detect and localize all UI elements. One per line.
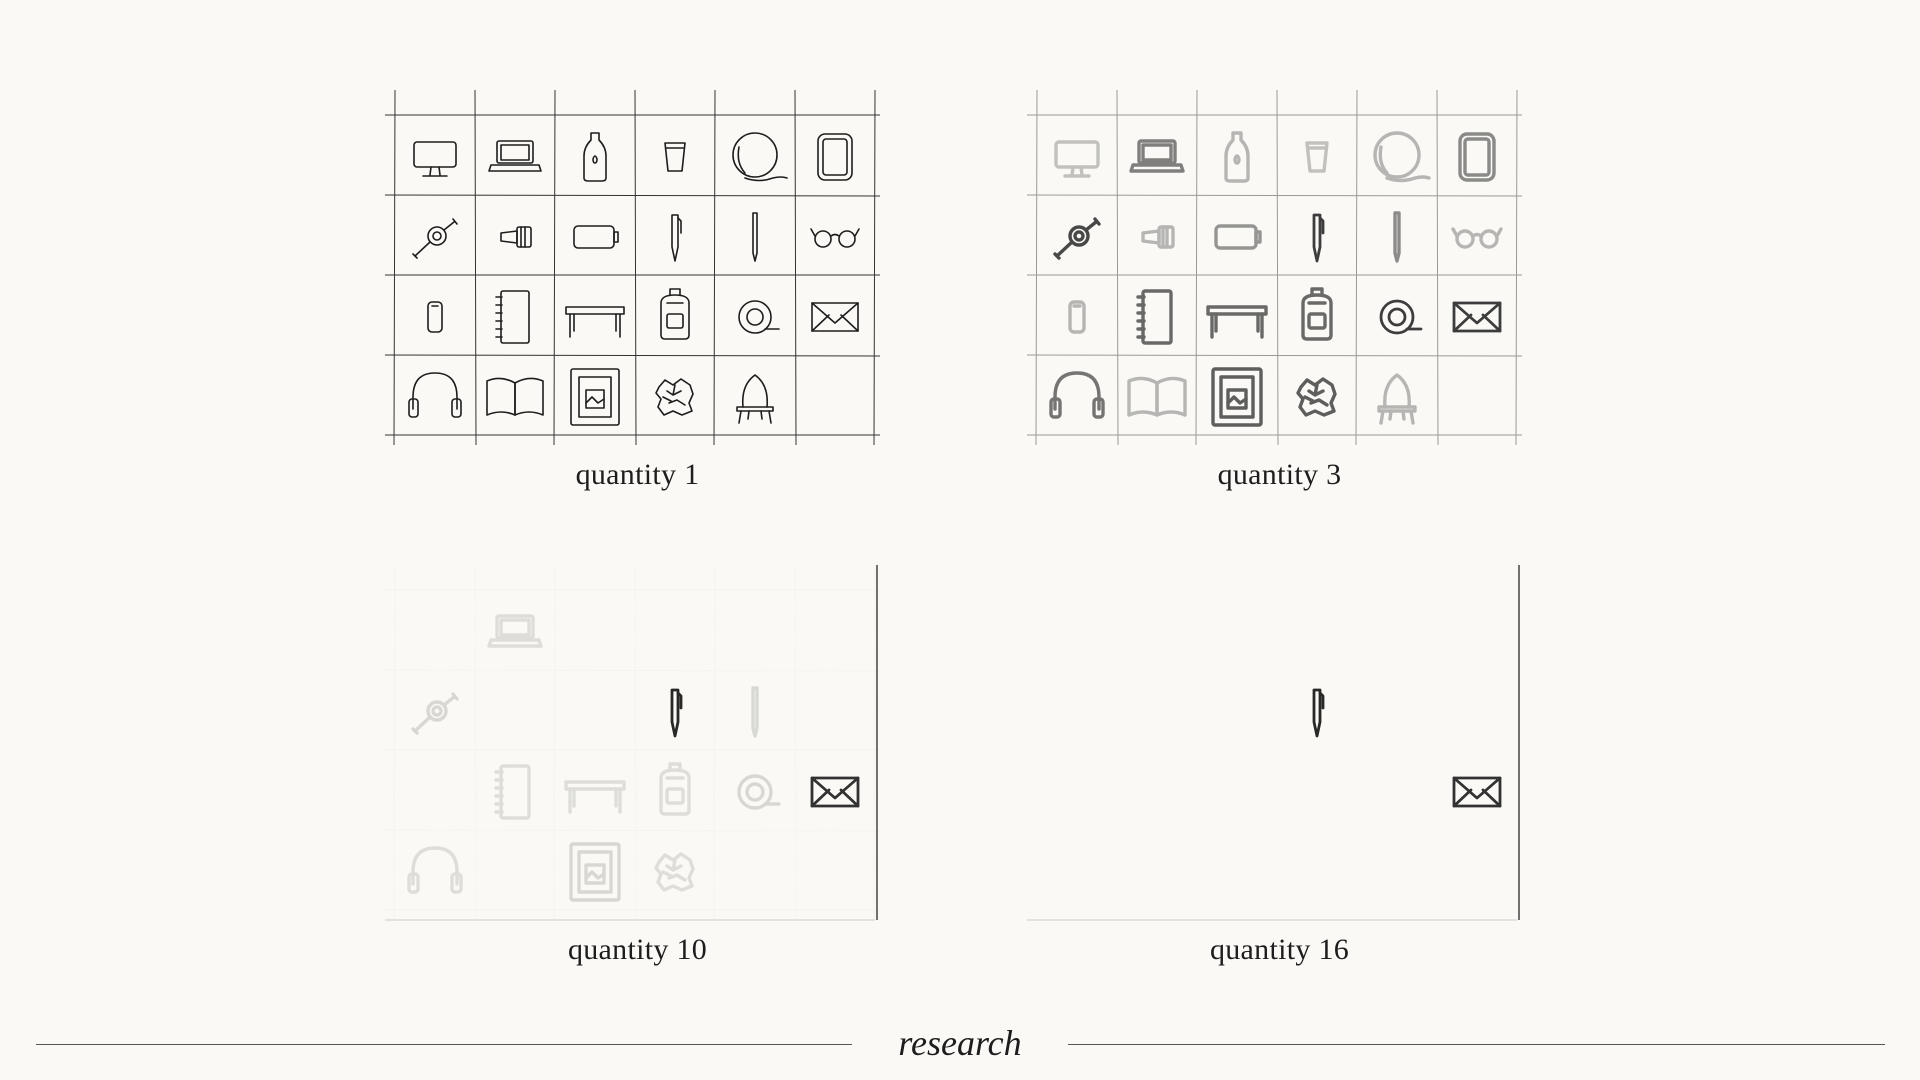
panel-quantity-1: [384, 89, 890, 455]
headphones-icon: [1049, 371, 1105, 419]
tape-icon: [738, 300, 780, 334]
table-icon: [565, 306, 625, 338]
notebook-icon: [1136, 289, 1173, 345]
globe-icon: [732, 132, 788, 182]
panel-quantity-16: [1027, 565, 1532, 930]
headphones-icon: [407, 846, 463, 894]
pencil-icon: [752, 212, 758, 262]
backpack-icon: [660, 288, 690, 340]
chair-icon: [736, 374, 774, 424]
caption-quantity-10: quantity 10: [567, 933, 708, 966]
table-icon: [1206, 305, 1268, 339]
pen-icon: [671, 214, 682, 262]
object-grid: [385, 565, 880, 921]
footer-label: research: [898, 1023, 1022, 1063]
phone-icon: [427, 301, 443, 333]
object-grid: [1027, 565, 1520, 921]
backpack-icon: [1301, 287, 1333, 341]
cable-icon: [412, 218, 458, 259]
picture-frame-icon: [570, 368, 620, 426]
caption-quantity-16: quantity 16: [1209, 933, 1350, 966]
globe-icon: [1373, 131, 1431, 183]
crumpled-paper-icon: [654, 852, 695, 892]
pencil-icon: [751, 686, 759, 738]
footer-rule-right: [1068, 1044, 1885, 1045]
glasses-icon: [1451, 227, 1503, 249]
cable-icon: [1053, 217, 1101, 260]
cup-icon: [1305, 141, 1329, 173]
panel-quantity-3: [1026, 89, 1532, 455]
cable-icon: [411, 692, 459, 735]
laptop-icon: [1129, 139, 1185, 173]
envelope-icon: [1452, 776, 1502, 808]
tablet-icon: [1458, 132, 1496, 182]
pen-icon: [670, 688, 683, 738]
backpack-icon: [659, 762, 691, 816]
battery-icon: [1214, 224, 1262, 250]
caption-quantity-3: quantity 3: [1217, 458, 1342, 491]
laptop-icon: [488, 140, 542, 172]
flashlight-icon: [1141, 225, 1175, 249]
object-grid: [384, 89, 881, 446]
object-grid: [1026, 89, 1523, 446]
table-icon: [564, 780, 626, 814]
bottle-icon: [1224, 131, 1250, 183]
monitor-icon: [1054, 140, 1100, 178]
monitor-icon: [413, 141, 457, 177]
envelope-icon: [810, 776, 860, 808]
crumpled-paper-icon: [1296, 377, 1337, 417]
picture-frame-icon: [1211, 367, 1263, 427]
pen-icon: [1312, 213, 1325, 263]
pen-icon: [1312, 688, 1325, 738]
envelope-icon: [811, 302, 859, 332]
book-icon: [486, 377, 544, 416]
flashlight-icon: [500, 226, 532, 248]
notebook-icon: [495, 290, 530, 344]
headphones-icon: [408, 372, 462, 418]
phone-icon: [1068, 300, 1086, 334]
envelope-icon: [1452, 301, 1502, 333]
picture-frame-icon: [569, 842, 621, 902]
tape-icon: [737, 774, 781, 810]
battery-icon: [573, 225, 619, 249]
notebook-icon: [494, 764, 531, 820]
chair-icon: [1377, 373, 1417, 425]
grid-lines: [384, 89, 881, 446]
caption-quantity-1: quantity 1: [575, 458, 700, 491]
grid-lines: [385, 565, 880, 920]
glasses-icon: [810, 228, 860, 248]
tape-icon: [1379, 299, 1423, 335]
bottle-icon: [583, 132, 607, 182]
cup-icon: [664, 142, 686, 172]
grid-lines: [1026, 89, 1523, 446]
pencil-icon: [1393, 211, 1401, 263]
crumpled-paper-icon: [655, 378, 694, 416]
panel-quantity-10: [385, 565, 890, 930]
laptop-icon: [487, 614, 543, 648]
book-icon: [1127, 376, 1187, 417]
tablet-icon: [817, 133, 853, 181]
footer-rule-left: [36, 1044, 852, 1045]
